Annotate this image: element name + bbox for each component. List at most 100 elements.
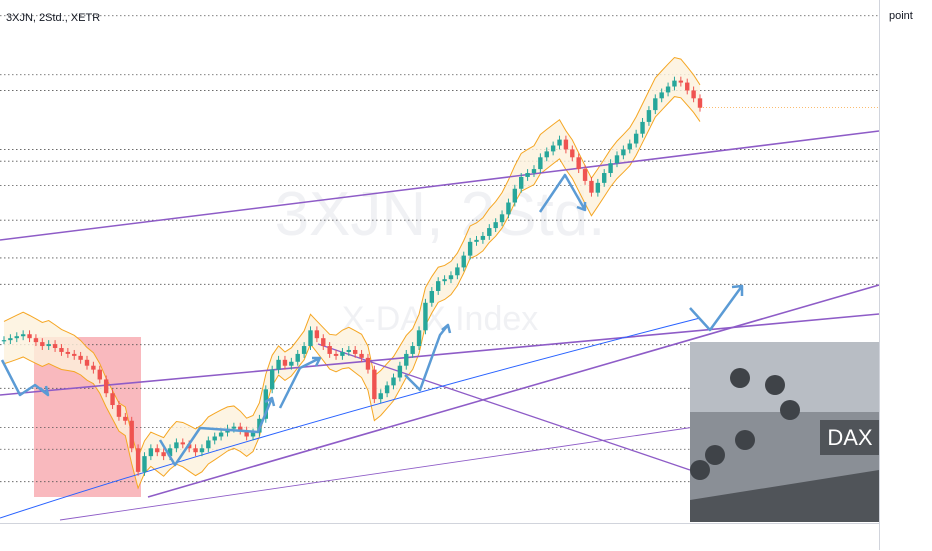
candle [602,173,607,183]
candle [250,432,256,437]
candle [129,420,134,449]
candle [391,377,396,386]
candle [621,149,626,156]
candle [142,456,147,472]
candle [276,359,281,370]
candle [448,275,454,280]
candle [314,330,320,339]
candle [659,92,664,99]
candle [531,169,537,174]
candle [301,346,307,354]
candle [72,353,77,356]
candle [685,82,690,91]
candle [308,330,313,347]
candle [97,369,102,380]
candle [46,344,51,347]
candle [697,98,703,108]
candle [499,214,505,223]
arrow-annotation [404,323,452,392]
candle [557,139,562,146]
band-lower [3,96,701,490]
candle [155,448,160,453]
moving-average [0,317,701,519]
candle [589,180,594,193]
candle [570,149,575,158]
trendline [317,343,691,471]
candle [595,182,601,193]
candle [576,157,581,170]
candle [672,80,677,87]
watermark-symbol: 3XJN, 2Std. [275,180,606,249]
arrow-annotation [0,359,50,397]
photo-figure [780,400,800,420]
arrow-annotation [538,173,587,213]
candle [321,338,326,347]
candle [206,440,211,449]
candle [372,369,377,400]
candle [404,353,409,366]
candle [378,393,383,400]
candle [665,86,671,93]
candle [582,169,588,181]
candle [269,369,275,390]
candle [461,255,466,268]
candle [78,355,83,360]
arrow-annotation [278,356,322,409]
chart-title: 3XJN, 2Std., XETR [6,12,101,24]
candle [27,334,32,339]
candle [563,139,569,150]
time-axis[interactable] [0,523,879,551]
candle [263,389,268,419]
candle [678,80,684,83]
candle [640,121,645,134]
candle [397,365,403,378]
candle [340,351,345,356]
candle [627,143,632,150]
candle [493,222,498,229]
candle [633,133,639,144]
candle [59,348,64,352]
band-fill [4,57,700,489]
candle [52,344,58,349]
candle [116,405,122,417]
candle [289,361,294,366]
candle [506,202,511,215]
candle [327,346,332,354]
candle [442,279,447,282]
candle [416,330,422,347]
photo-figure [765,375,785,395]
photo-figure [735,430,755,450]
candle [365,357,371,370]
candle [436,281,441,291]
candle [20,334,26,337]
candle [282,359,288,366]
candle [550,145,556,152]
candle [123,416,128,421]
candle [186,444,192,449]
candle [103,379,109,394]
candle [161,452,166,457]
photo-sky [690,342,879,412]
candle [410,346,415,354]
candle [8,338,13,341]
candle [691,90,696,99]
candle [646,110,652,122]
candle [193,448,198,453]
candle [429,290,435,303]
candle [519,176,524,189]
candle [653,98,658,111]
candle [346,349,352,352]
candle [544,151,549,158]
price-axis-unit: point [889,10,913,22]
photo-figure [705,445,725,465]
candle [167,448,173,457]
photo-figure [690,460,710,480]
candle [480,235,486,240]
photo-figure [730,368,750,388]
candle [474,239,479,242]
candle [423,302,428,331]
price-axis[interactable] [879,0,932,550]
candle [135,448,141,472]
